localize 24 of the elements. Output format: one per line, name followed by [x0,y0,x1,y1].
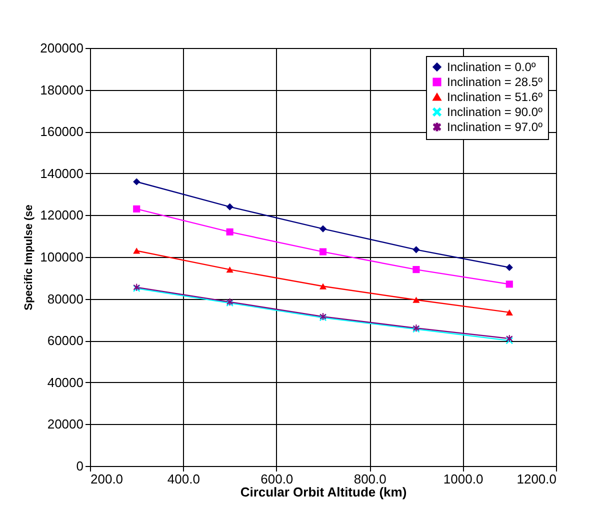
y-tick-label: 180000 [40,82,84,98]
y-tick-label: 0 [76,458,84,474]
y-tick-label: 20000 [47,416,84,432]
x-tick-label: 600.0 [260,472,294,486]
y-tick-label: 200000 [40,40,84,56]
y-tick-label: 40000 [47,374,84,390]
y-tick-label: 80000 [47,291,84,306]
legend-label: Inclination = 28.5º [447,75,544,89]
x-tick-label: 400.0 [167,472,200,486]
y-tick-label: 140000 [40,166,84,181]
x-axis-title: Circular Orbit Altitude (km) [240,484,407,500]
legend-label: Inclination = 90.0º [447,105,544,119]
x-tick-label: 800.0 [354,472,386,486]
y-tick-label: 100000 [40,250,84,264]
y-axis-title: Specific Impulse (se [23,204,36,310]
legend-label: Inclination = 51.6º [447,90,544,104]
x-tick-label: 200.0 [90,472,124,486]
x-tick-label: 1200.0 [516,472,556,486]
y-tick-label: 120000 [40,208,84,223]
x-tick-label: 1000.0 [443,472,484,486]
legend-label: Inclination = 97.0º [447,120,544,134]
y-tick-label: 160000 [40,124,84,140]
y-tick-label: 60000 [47,333,84,348]
legend-label: Inclination = 0.0º [447,60,536,74]
